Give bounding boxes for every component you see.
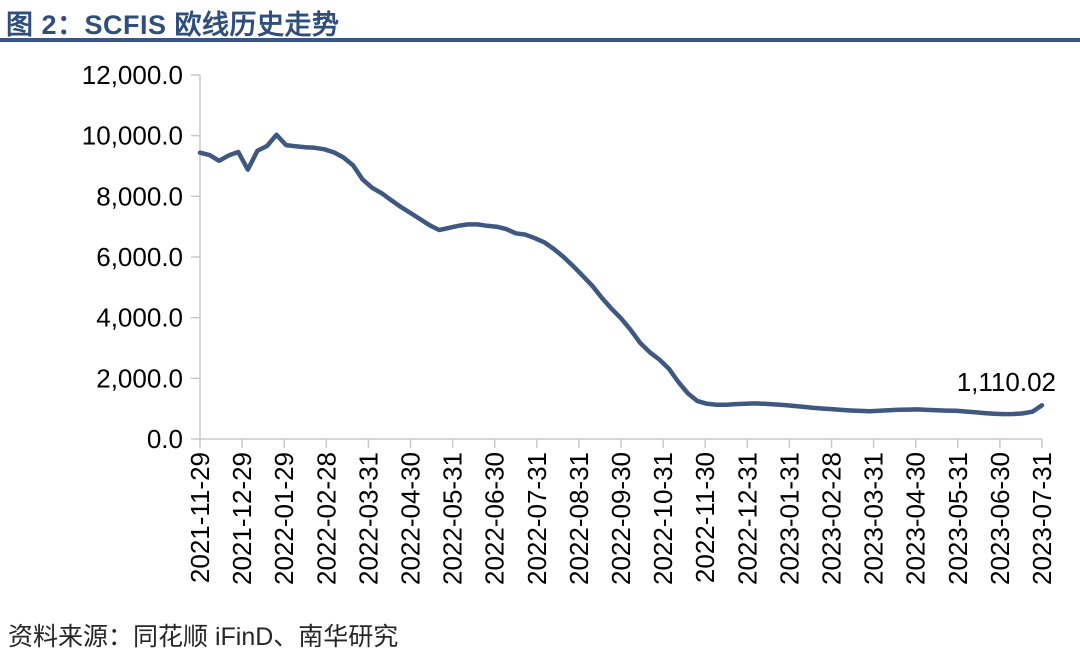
title-underline xyxy=(0,38,1080,42)
svg-text:10,000.0: 10,000.0 xyxy=(82,121,183,151)
svg-text:2023-03-31: 2023-03-31 xyxy=(859,452,889,585)
svg-text:2021-11-29: 2021-11-29 xyxy=(185,452,215,583)
svg-text:2022-05-31: 2022-05-31 xyxy=(438,452,468,585)
y-axis: 12,000.0 10,000.0 8,000.0 6,000.0 4,000.0 2,0… xyxy=(82,60,201,454)
svg-text:2021-12-29: 2021-12-29 xyxy=(227,452,257,585)
x-axis: 2021-11-29 2021-12-29 2022-01-29 2022-02-28… xyxy=(185,438,1057,585)
source-note: 资料来源：同花顺 iFinD、南华研究 xyxy=(8,623,399,651)
svg-text:4,000.0: 4,000.0 xyxy=(96,303,183,333)
svg-text:2023-01-31: 2023-01-31 xyxy=(774,452,804,585)
svg-text:2022-11-30: 2022-11-30 xyxy=(690,452,720,583)
svg-text:2022-10-31: 2022-10-31 xyxy=(648,452,678,585)
svg-text:6,000.0: 6,000.0 xyxy=(96,242,183,272)
svg-text:8,000.0: 8,000.0 xyxy=(96,181,183,211)
svg-text:2022-12-31: 2022-12-31 xyxy=(732,452,762,585)
figure-title: 图 2：SCFIS 欧线历史走势 xyxy=(6,10,340,40)
svg-text:2023-04-30: 2023-04-30 xyxy=(901,452,931,585)
svg-text:2023-07-31: 2023-07-31 xyxy=(1027,452,1057,585)
svg-text:2023-06-30: 2023-06-30 xyxy=(985,452,1015,585)
svg-text:2022-02-28: 2022-02-28 xyxy=(311,452,341,585)
svg-text:2022-01-29: 2022-01-29 xyxy=(269,452,299,585)
svg-text:2022-09-30: 2022-09-30 xyxy=(606,452,636,585)
series-line xyxy=(197,132,1045,417)
last-value-label: 1,110.02 xyxy=(957,367,1056,397)
svg-text:2023-05-31: 2023-05-31 xyxy=(943,452,973,585)
svg-text:2022-08-31: 2022-08-31 xyxy=(564,452,594,585)
svg-text:2022-03-31: 2022-03-31 xyxy=(353,452,383,585)
svg-text:2,000.0: 2,000.0 xyxy=(96,363,183,393)
svg-text:2022-04-30: 2022-04-30 xyxy=(396,452,426,585)
svg-text:0.0: 0.0 xyxy=(147,424,183,454)
svg-text:12,000.0: 12,000.0 xyxy=(82,60,183,90)
svg-text:2023-02-28: 2023-02-28 xyxy=(817,452,847,585)
svg-text:2022-06-30: 2022-06-30 xyxy=(480,452,510,585)
svg-text:2022-07-31: 2022-07-31 xyxy=(522,452,552,585)
